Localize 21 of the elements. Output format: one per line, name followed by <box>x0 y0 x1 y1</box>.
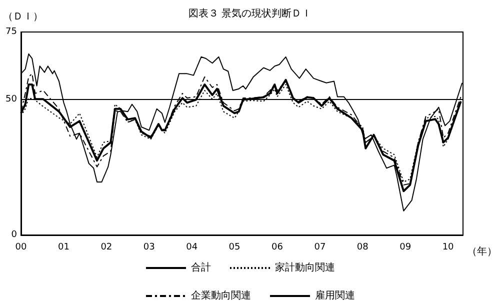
x-tick-label: 02 <box>100 242 112 252</box>
x-tick-label: 07 <box>314 242 326 252</box>
legend-label: 家計動向関連 <box>275 262 335 274</box>
y-tick-label: 75 <box>6 27 17 37</box>
y-axis-title: （ＤＩ） <box>3 12 43 22</box>
x-tick-label: 00 <box>15 242 27 252</box>
x-tick-label: 01 <box>58 242 70 252</box>
legend-label: 雇用関連 <box>315 290 355 302</box>
x-axis-title: （年） <box>467 246 497 258</box>
x-tick-label: 05 <box>228 242 240 252</box>
y-tick-label: 50 <box>6 94 18 105</box>
x-tick-label: 04 <box>186 242 198 252</box>
x-tick-label: 08 <box>356 242 369 252</box>
x-tick-label: 09 <box>400 242 412 252</box>
x-tick-label: 10 <box>442 242 454 252</box>
x-tick-label: 03 <box>143 242 155 252</box>
legend-label: 企業動向関連 <box>191 290 251 302</box>
x-tick-label: 06 <box>272 242 284 252</box>
legend-label: 合計 <box>191 262 211 274</box>
chart-title: 図表３ 景気の現状判断ＤＩ <box>188 8 312 20</box>
y-tick-label: 0 <box>11 230 18 240</box>
